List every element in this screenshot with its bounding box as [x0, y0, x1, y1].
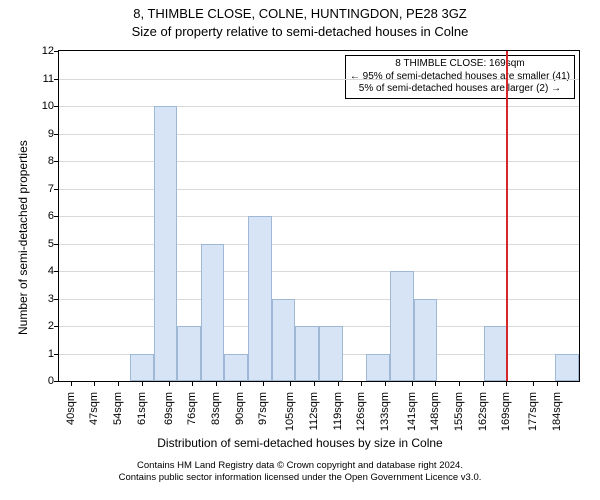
x-tick-label: 119sqm — [332, 387, 344, 430]
x-tick-mark — [216, 381, 217, 386]
x-tick-mark — [263, 381, 264, 386]
histogram-bar — [248, 216, 272, 381]
y-tick-mark — [54, 381, 59, 382]
footer-line: Contains public sector information licen… — [119, 472, 482, 483]
gridline — [59, 79, 579, 80]
x-tick-mark — [142, 381, 143, 386]
x-tick-label: 177sqm — [527, 387, 539, 431]
x-tick-mark — [361, 381, 362, 386]
footer-line: Contains HM Land Registry data © Crown c… — [137, 460, 463, 471]
annotation-line: ← 95% of semi-detached houses are smalle… — [350, 71, 570, 84]
y-tick-mark — [54, 244, 59, 245]
x-tick-label: 69sqm — [163, 387, 175, 425]
gridline — [59, 161, 579, 162]
y-tick-mark — [54, 326, 59, 327]
reference-line — [506, 51, 508, 381]
histogram-bar — [484, 326, 508, 381]
x-tick-label: 112sqm — [308, 387, 320, 430]
x-tick-mark — [240, 381, 241, 386]
histogram-bar — [295, 326, 319, 381]
chart-title: 8, THIMBLE CLOSE, COLNE, HUNTINGDON, PE2… — [0, 6, 600, 21]
x-tick-label: 155sqm — [453, 387, 465, 431]
x-tick-mark — [412, 381, 413, 386]
annotation-line: 8 THIMBLE CLOSE: 169sqm — [350, 58, 570, 71]
gridline — [59, 271, 579, 272]
gridline — [59, 244, 579, 245]
x-tick-label: 141sqm — [406, 387, 418, 431]
chart-subtitle: Size of property relative to semi-detach… — [0, 24, 600, 39]
x-tick-mark — [459, 381, 460, 386]
x-tick-mark — [435, 381, 436, 386]
y-tick-mark — [54, 216, 59, 217]
x-tick-label: 97sqm — [257, 387, 269, 425]
x-tick-label: 133sqm — [379, 387, 391, 431]
x-tick-label: 54sqm — [112, 387, 124, 425]
histogram-bar — [130, 354, 154, 382]
annotation-box: 8 THIMBLE CLOSE: 169sqm ← 95% of semi-de… — [345, 55, 575, 99]
x-tick-label: 76sqm — [186, 387, 198, 425]
y-tick-mark — [54, 106, 59, 107]
histogram-bar — [272, 299, 296, 382]
histogram-bar — [366, 354, 390, 382]
y-axis-label: Number of semi-detached properties — [16, 140, 30, 335]
histogram-bar — [555, 354, 579, 382]
y-tick-mark — [54, 354, 59, 355]
y-tick-mark — [54, 189, 59, 190]
y-tick-mark — [54, 271, 59, 272]
x-tick-label: 40sqm — [65, 387, 77, 425]
gridline — [59, 216, 579, 217]
x-tick-label: 148sqm — [429, 387, 441, 431]
histogram-bar — [177, 326, 201, 381]
gridline — [59, 189, 579, 190]
histogram-bar — [414, 299, 438, 382]
x-tick-mark — [338, 381, 339, 386]
x-tick-mark — [483, 381, 484, 386]
x-tick-label: 90sqm — [234, 387, 246, 425]
x-tick-mark — [385, 381, 386, 386]
plot-area: 8 THIMBLE CLOSE: 169sqm ← 95% of semi-de… — [58, 50, 580, 382]
histogram-bar — [201, 244, 225, 382]
y-tick-mark — [54, 51, 59, 52]
x-tick-mark — [533, 381, 534, 386]
histogram-bar — [319, 326, 343, 381]
x-tick-mark — [192, 381, 193, 386]
gridline — [59, 299, 579, 300]
histogram-bar — [224, 354, 248, 382]
x-tick-mark — [71, 381, 72, 386]
x-tick-mark — [506, 381, 507, 386]
x-tick-label: 162sqm — [477, 387, 489, 431]
x-tick-label: 126sqm — [355, 387, 367, 431]
x-tick-mark — [118, 381, 119, 386]
x-tick-label: 47sqm — [88, 387, 100, 425]
histogram-bar — [390, 271, 414, 381]
x-tick-label: 169sqm — [500, 387, 512, 431]
histogram-bar — [154, 106, 178, 381]
x-tick-mark — [290, 381, 291, 386]
x-tick-mark — [314, 381, 315, 386]
x-tick-label: 83sqm — [210, 387, 222, 425]
x-axis-label: Distribution of semi-detached houses by … — [0, 436, 600, 450]
y-tick-mark — [54, 79, 59, 80]
gridline — [59, 134, 579, 135]
annotation-line: 5% of semi-detached houses are larger (2… — [350, 83, 570, 96]
x-tick-label: 61sqm — [136, 387, 148, 425]
footer: Contains HM Land Registry data © Crown c… — [0, 460, 600, 484]
y-tick-mark — [54, 161, 59, 162]
x-tick-label: 184sqm — [551, 387, 563, 431]
gridline — [59, 106, 579, 107]
y-tick-mark — [54, 299, 59, 300]
x-tick-label: 105sqm — [284, 387, 296, 431]
x-tick-mark — [557, 381, 558, 386]
y-tick-mark — [54, 134, 59, 135]
chart-container: 8, THIMBLE CLOSE, COLNE, HUNTINGDON, PE2… — [0, 0, 600, 500]
x-tick-mark — [94, 381, 95, 386]
x-tick-mark — [169, 381, 170, 386]
